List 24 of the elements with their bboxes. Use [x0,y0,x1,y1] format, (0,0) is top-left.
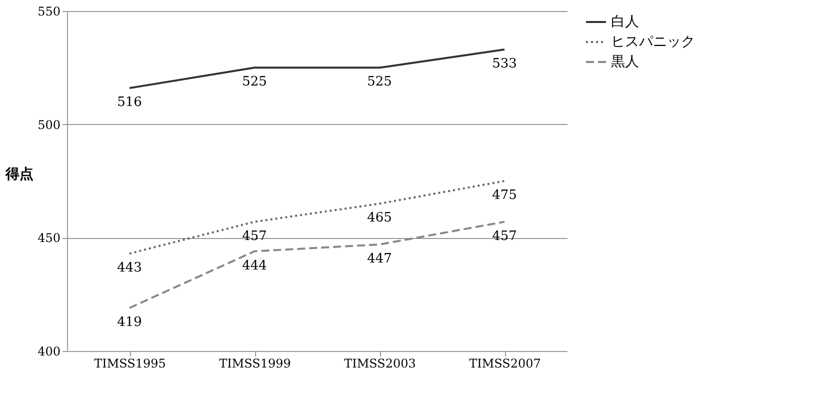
legend-label: 黒人 [611,54,639,70]
data-label: 419 [117,314,142,330]
legend-label: ヒスパニック [611,34,695,50]
data-label: 447 [367,251,392,266]
data-label: 457 [242,228,267,244]
data-label: 533 [492,56,517,72]
y-tick-label: 450 [38,231,60,246]
x-tick-label: TIMSS2007 [469,356,541,370]
data-label: 444 [242,258,267,274]
data-label: 516 [117,95,142,110]
data-label: 465 [367,210,392,226]
y-tick-label: 550 [38,4,60,18]
legend-label: 白人 [611,14,639,30]
y-tick-label: 400 [38,344,60,358]
data-label: 457 [492,228,517,244]
y-tick-label: 500 [38,118,60,132]
y-axis-title: 得点 [4,166,34,182]
data-label: 475 [492,188,517,203]
data-label: 525 [367,74,392,90]
data-label: 525 [242,74,267,90]
x-tick-label: TIMSS1995 [94,356,166,370]
x-tick-label: TIMSS1999 [219,356,291,370]
x-tick-label: TIMSS2003 [344,356,416,370]
data-label: 443 [117,260,142,276]
